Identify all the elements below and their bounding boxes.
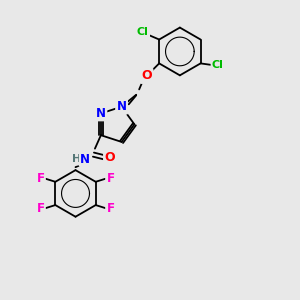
Text: F: F (36, 202, 44, 214)
Text: H: H (72, 154, 82, 164)
Text: F: F (106, 172, 115, 185)
Text: O: O (141, 69, 152, 82)
Text: N: N (117, 100, 127, 113)
Text: N: N (96, 107, 106, 120)
Text: Cl: Cl (137, 27, 149, 37)
Text: F: F (106, 202, 115, 214)
Text: F: F (36, 172, 44, 185)
Text: Cl: Cl (212, 60, 224, 70)
Text: N: N (80, 153, 90, 166)
Text: O: O (104, 151, 115, 164)
